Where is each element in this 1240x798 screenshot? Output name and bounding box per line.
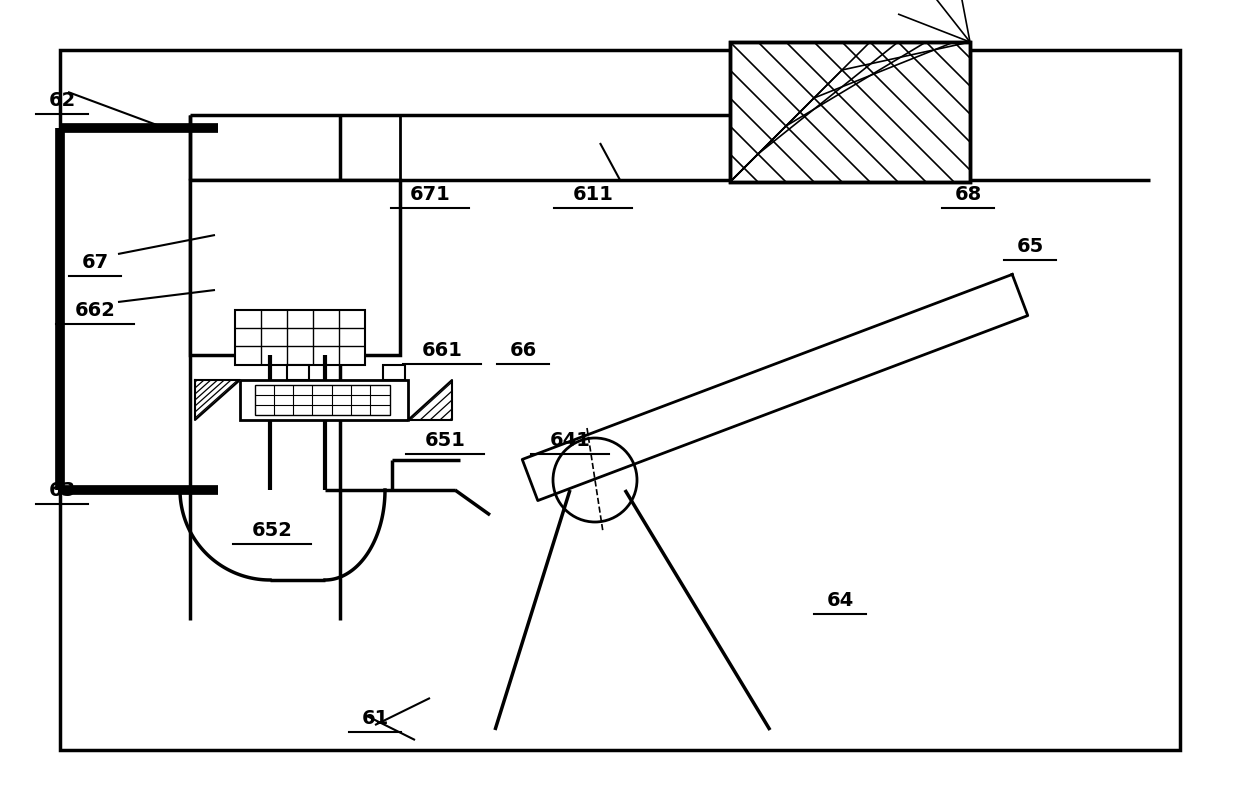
Text: 67: 67 bbox=[82, 252, 109, 271]
Bar bbox=[60, 50, 1180, 750]
Text: 661: 661 bbox=[422, 341, 463, 360]
Polygon shape bbox=[522, 275, 1028, 500]
Bar bbox=[286, 365, 309, 380]
Bar bbox=[730, 42, 970, 182]
Text: 652: 652 bbox=[252, 520, 293, 539]
Text: 65: 65 bbox=[1017, 236, 1044, 255]
Text: 651: 651 bbox=[424, 430, 465, 449]
Text: 671: 671 bbox=[409, 184, 450, 203]
Text: 64: 64 bbox=[826, 591, 853, 610]
Text: 611: 611 bbox=[573, 184, 614, 203]
Text: 662: 662 bbox=[74, 301, 115, 319]
Bar bbox=[241, 380, 408, 420]
Bar bbox=[190, 180, 401, 355]
Bar bbox=[730, 42, 970, 182]
Text: 61: 61 bbox=[361, 709, 388, 728]
Bar bbox=[236, 310, 365, 365]
Bar bbox=[383, 365, 405, 380]
Text: 66: 66 bbox=[510, 341, 537, 360]
Text: 63: 63 bbox=[48, 480, 76, 500]
Text: 641: 641 bbox=[549, 430, 590, 449]
Polygon shape bbox=[195, 380, 241, 420]
Polygon shape bbox=[408, 380, 453, 420]
Bar bbox=[255, 385, 391, 415]
Text: 68: 68 bbox=[955, 184, 982, 203]
Text: 62: 62 bbox=[48, 90, 76, 109]
